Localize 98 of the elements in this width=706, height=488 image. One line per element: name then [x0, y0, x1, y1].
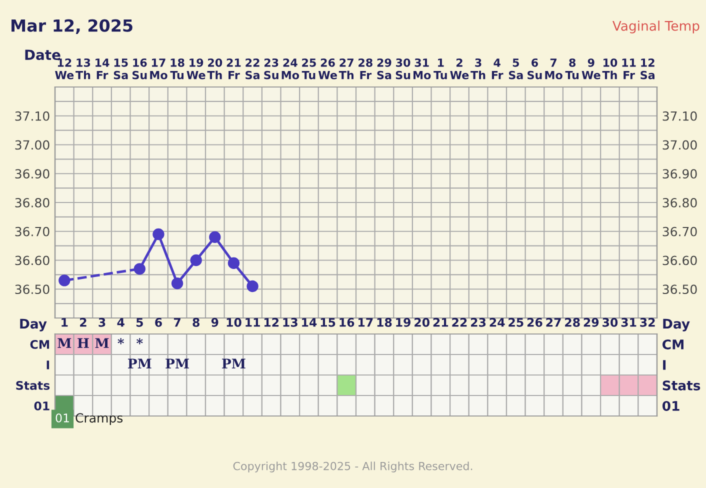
- annotation: 01: [56, 413, 69, 422]
- x-tick-label: 19: [396, 318, 410, 327]
- text: Vaginal Temp: [612, 20, 700, 34]
- x-tick-label: 24: [490, 318, 505, 327]
- x-tick-label: 21 Fr: [226, 58, 241, 80]
- text: Copyright 1998-2025 - All Rights Reserved.: [233, 462, 472, 472]
- x-tick-label: 32: [640, 318, 655, 327]
- x-tick-label: 28: [565, 318, 580, 327]
- x-tick-label: 31: [621, 318, 636, 327]
- y-tick-label: 36.50: [15, 284, 50, 294]
- x-tick-label: 20 Th: [207, 58, 222, 80]
- text: H: [78, 338, 89, 348]
- x-tick-label: 22 Sa: [246, 58, 260, 80]
- x-tick-label: 25: [508, 318, 524, 327]
- x-tick-label: 31 Mo: [414, 58, 431, 80]
- x-tick-label: 6: [155, 318, 162, 327]
- x-tick-label: 1: [62, 318, 68, 327]
- x-tick-label: 16: [340, 318, 354, 327]
- text: PM: [222, 358, 246, 368]
- point: [190, 254, 202, 266]
- y-tick-label: I: [663, 360, 666, 370]
- y-tick-label: 37.00: [15, 140, 50, 150]
- x-tick-label: 8: [192, 318, 200, 327]
- point: [209, 231, 221, 243]
- x-tick-label: 21: [433, 318, 448, 327]
- x-tick-label: 9 We: [582, 58, 600, 80]
- x-tick-label: 14: [302, 318, 317, 327]
- x-tick-label: 5: [136, 318, 143, 327]
- annotation: Cramps: [76, 413, 123, 426]
- x-tick-label: 7: [174, 318, 180, 327]
- x-tick-label: 17: [358, 318, 373, 327]
- x-tick-label: 28 Fr: [358, 58, 372, 80]
- x-tick-label: 18: [377, 318, 392, 327]
- text: Day: [20, 318, 47, 332]
- x-tick-label: 11 Fr: [622, 58, 636, 80]
- x-tick-label: 8 Tu: [565, 58, 579, 80]
- x-tick-label: 29 Sa: [377, 58, 392, 80]
- x-tick-label: 3: [98, 318, 106, 327]
- x-tick-label: 10: [226, 318, 242, 327]
- y-tick-label: CM: [662, 339, 684, 350]
- text: M: [95, 338, 109, 348]
- x-tick-label: 4 Fr: [492, 58, 504, 80]
- point: [134, 263, 146, 275]
- x-tick-label: 2 We: [450, 58, 469, 80]
- x-tick-label: 23 Su: [264, 58, 278, 80]
- x-tick-label: 25 Tu: [302, 58, 316, 80]
- x-tick-label: 1 Tu: [434, 58, 447, 80]
- x-tick-label: 19 We: [186, 58, 206, 80]
- point: [58, 274, 70, 286]
- y-tick-label: 36.90: [15, 169, 50, 179]
- x-tick-label: 3 Th: [470, 58, 486, 80]
- x-tick-label: 10 Th: [602, 58, 618, 80]
- x-tick-label: 22: [452, 318, 467, 327]
- chart-title: Mar 12, 2025: [12, 19, 132, 34]
- x-tick-label: 12: [264, 318, 279, 327]
- x-tick-label: 27: [546, 318, 561, 327]
- x-tick-label: 29: [584, 318, 599, 327]
- x-tick-label: 16 Su: [132, 58, 147, 80]
- x-tick-label: 11: [246, 318, 260, 327]
- x-tick-label: 6 Su: [528, 58, 542, 80]
- x-tick-label: 13 Th: [76, 58, 90, 80]
- x-axis-title: Date: [25, 50, 60, 60]
- x-tick-label: 15: [320, 318, 336, 327]
- x-tick-label: 9: [211, 318, 218, 327]
- text: PM: [166, 358, 189, 368]
- x-tick-label: 5 Sa: [508, 58, 523, 80]
- x-tick-label: 26: [527, 318, 542, 327]
- y-tick-label: Stats: [662, 380, 700, 390]
- point: [228, 257, 240, 269]
- text: PM: [128, 358, 152, 368]
- x-tick-label: 14 Fr: [96, 58, 110, 80]
- text: *: [136, 338, 143, 344]
- x-tick-label: 30 Su: [396, 58, 410, 80]
- y-tick-label: 36.70: [15, 226, 50, 236]
- x-tick-label: 30: [602, 318, 618, 327]
- y-tick-label: 37.10: [15, 111, 50, 121]
- x-tick-label: 26 We: [318, 58, 337, 80]
- x-tick-label: 27 Th: [338, 58, 354, 80]
- x-tick-label: 13: [283, 318, 298, 327]
- point: [152, 228, 164, 240]
- x-tick-label: 7 Mo: [545, 58, 562, 80]
- x-tick-label: 15 Sa: [114, 58, 128, 80]
- x-tick-label: 12 Sa: [640, 58, 654, 80]
- x-tick-label: 23: [471, 318, 486, 327]
- x-axis-title: Day: [663, 318, 690, 332]
- point: [246, 280, 258, 292]
- x-tick-label: 20: [414, 318, 430, 327]
- y-tick-label: 36.80: [15, 198, 50, 208]
- y-tick-label: 36.60: [15, 256, 50, 266]
- point: [171, 278, 184, 290]
- x-tick-label: 24 Mo: [282, 58, 300, 80]
- text: M: [58, 338, 72, 348]
- x-tick-label: 2: [80, 318, 86, 327]
- x-tick-label: 18 Tu: [170, 58, 184, 80]
- y-tick-label: 01: [662, 400, 680, 411]
- x-tick-label: 4: [117, 318, 124, 327]
- text: *: [118, 338, 124, 344]
- x-tick-label: 17 Mo: [150, 58, 168, 80]
